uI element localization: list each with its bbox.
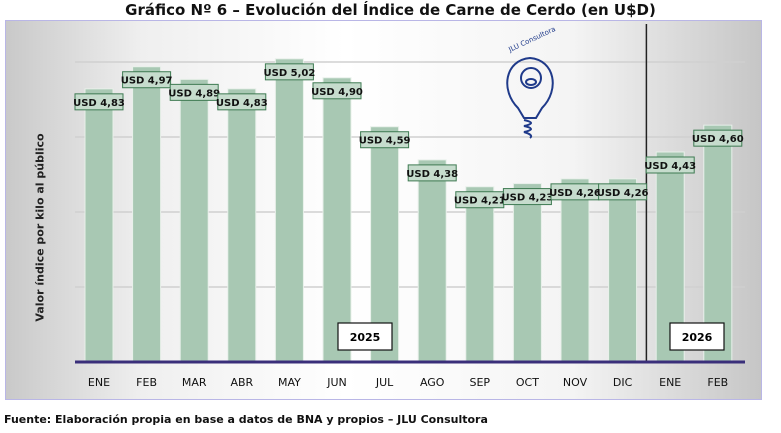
bar [84, 88, 114, 363]
data-label-box [693, 129, 743, 147]
data-label: USD 4,26 [597, 188, 649, 199]
data-label: USD 4,60 [692, 134, 744, 145]
x-tick-label: JUN [326, 376, 347, 389]
x-tick-label: ENE [88, 376, 110, 389]
data-label-box [169, 83, 219, 101]
bar [132, 66, 162, 363]
source-note: Fuente: Elaboración propia en base a dat… [4, 413, 488, 426]
data-label: USD 4,97 [121, 76, 173, 87]
x-tick-label: FEB [707, 376, 728, 389]
x-tick-label: ENE [659, 376, 681, 389]
x-tick-label: JUL [375, 376, 394, 389]
data-label: USD 5,02 [264, 68, 316, 79]
data-label-box [312, 82, 362, 100]
year-label-box [669, 322, 725, 351]
data-label-box [645, 156, 695, 174]
year-label: 2026 [682, 331, 713, 344]
data-label-box [122, 71, 172, 89]
data-label: USD 4,43 [644, 161, 696, 172]
x-tick-label: MAY [278, 376, 301, 389]
x-tick-label: FEB [136, 376, 157, 389]
bar [465, 186, 495, 363]
data-label-box [598, 183, 648, 201]
data-label-box [360, 131, 410, 149]
svg-text:JLU Consultora: JLU Consultora [507, 25, 557, 54]
bar [560, 178, 590, 363]
data-label: USD 4,83 [73, 98, 125, 109]
x-tick-label: NOV [563, 376, 588, 389]
bar [512, 183, 542, 363]
x-tick-label: MAR [182, 376, 207, 389]
bar [417, 159, 447, 363]
chart-title: Gráfico Nº 6 – Evolución del Índice de C… [125, 1, 656, 19]
year-label-box [337, 322, 393, 351]
x-tick-label: OCT [516, 376, 539, 389]
bar [227, 88, 257, 363]
data-label: USD 4,26 [549, 188, 601, 199]
data-label: USD 4,38 [406, 169, 458, 180]
x-tick-label: SEP [470, 376, 491, 389]
bar [608, 178, 638, 363]
data-label: USD 4,23 [502, 193, 554, 204]
data-label: USD 4,83 [216, 98, 268, 109]
bar [274, 58, 304, 363]
data-label: USD 4,90 [311, 87, 363, 98]
data-label: USD 4,89 [168, 88, 220, 99]
data-label-box [217, 93, 267, 111]
data-label: USD 4,59 [359, 136, 411, 147]
data-label: USD 4,21 [454, 196, 506, 207]
bar [322, 77, 352, 363]
data-label-box [407, 164, 457, 182]
x-tick-label: AGO [420, 376, 445, 389]
x-tick-label: DIC [613, 376, 633, 389]
year-label: 2025 [350, 331, 381, 344]
data-label-box [74, 93, 124, 111]
bar [179, 78, 209, 363]
jlu-logo: JLU Consultora [506, 25, 557, 139]
x-tick-label: ABR [230, 376, 253, 389]
data-label-box [264, 63, 314, 81]
